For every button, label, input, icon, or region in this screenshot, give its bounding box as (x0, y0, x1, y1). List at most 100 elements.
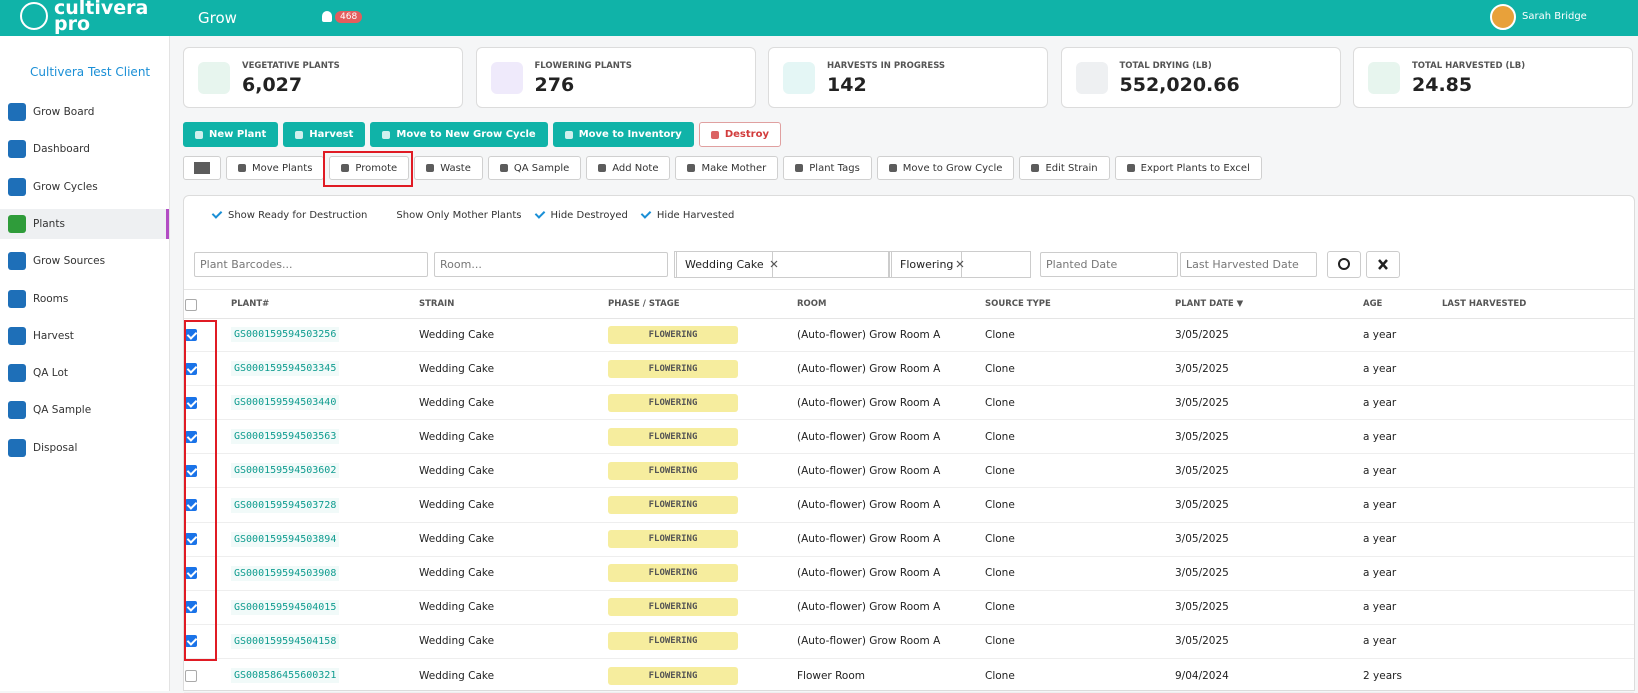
bell-icon[interactable] (322, 11, 332, 22)
plant-date: 3/05/2025 (1175, 464, 1229, 477)
nav-item[interactable]: Disposal (0, 433, 169, 463)
stat-value: 24.85 (1412, 74, 1473, 96)
notification-badge[interactable]: 468 (335, 11, 363, 23)
tag-remove[interactable] (770, 258, 778, 268)
column-header[interactable]: PHASE / STAGE (608, 299, 680, 309)
tag-remove[interactable] (956, 258, 964, 268)
button-label: Edit Strain (1045, 162, 1098, 174)
clear-button[interactable] (1366, 251, 1400, 278)
nav-item[interactable]: QA Sample (0, 395, 169, 425)
checkbox[interactable] (534, 209, 546, 221)
clear-icon (1378, 259, 1388, 270)
filter-label: Hide Harvested (656, 209, 735, 221)
action-button[interactable]: Harvest (283, 122, 366, 147)
planted-date[interactable]: Planted Date (1040, 252, 1178, 277)
plant-id[interactable]: GS000159594503894 (231, 531, 340, 547)
column-header[interactable]: LAST HARVESTED (1442, 299, 1527, 309)
action-button[interactable]: Plant Tags (783, 156, 872, 180)
filter-checkbox[interactable]: Show Only Mother Plants (379, 209, 521, 221)
column-header[interactable]: ROOM (797, 299, 827, 309)
plant-id[interactable]: GS000159594503908 (231, 565, 340, 581)
room-search[interactable]: Room... (434, 252, 668, 277)
filter-checkbox[interactable]: Hide Harvested (640, 209, 734, 221)
action-button[interactable]: QA Sample (487, 156, 582, 180)
column-header[interactable]: AGE (1363, 299, 1383, 309)
nav-label: Plants (33, 217, 65, 230)
nav-item[interactable]: Dashboard (0, 134, 169, 164)
table-row: GS000159594504158 Wedding Cake FLOWERING (A… (184, 625, 1634, 659)
last-harvested-date[interactable]: Last Harvested Date (1180, 252, 1317, 277)
column-header[interactable]: PLANT DATE ▼ (1175, 299, 1244, 309)
table-row: GS008586455600321 Wedding Cake FLOWERING Fl… (184, 659, 1634, 693)
checkbox[interactable] (185, 669, 197, 682)
filter-checkbox[interactable]: Show Ready for Destruction (211, 209, 367, 221)
table-row: GS000159594503563 Wedding Cake FLOWERING (A… (184, 420, 1634, 455)
nav-item[interactable]: Plants (0, 208, 169, 239)
checkbox[interactable] (640, 209, 652, 221)
nav-item[interactable]: Rooms (0, 284, 169, 314)
stat-label: TOTAL HARVESTED (LB) (1412, 61, 1526, 71)
stat-label: VEGETATIVE PLANTS (242, 61, 340, 71)
nav-label: Harvest (33, 329, 74, 342)
search-button[interactable] (1327, 251, 1361, 278)
filter-checkbox[interactable]: Hide Destroyed (534, 209, 628, 221)
action-button[interactable]: Add Note (586, 156, 671, 180)
nav-item[interactable]: Grow Sources (0, 246, 169, 276)
action-button[interactable]: New Plant (183, 122, 279, 147)
source-type: Clone (985, 669, 1015, 682)
checkbox[interactable] (211, 209, 223, 221)
stat-label: FLOWERING PLANTS (534, 61, 632, 71)
action-button[interactable]: Move to New Grow Cycle (370, 122, 548, 147)
strain-tag[interactable]: Wedding Cake (676, 251, 773, 278)
plant-id[interactable]: GS000159594504015 (231, 599, 340, 615)
action-button[interactable]: Promote (329, 156, 410, 180)
plant-id[interactable]: GS000159594503440 (231, 395, 340, 411)
plant-id[interactable]: GS000159594503728 (231, 497, 340, 513)
barcode-search[interactable]: Plant Barcodes... (194, 252, 428, 277)
nav-item[interactable]: Grow Board (0, 97, 169, 127)
button-icon (687, 164, 696, 172)
plant-id[interactable]: GS000159594503345 (231, 361, 340, 377)
checkbox[interactable] (379, 209, 391, 221)
plant-date: 3/05/2025 (1175, 635, 1229, 648)
plant-id[interactable]: GS000159594503563 (231, 429, 340, 445)
nav-icon (8, 289, 26, 308)
plant-id[interactable]: GS000159594503602 (231, 463, 340, 479)
action-button[interactable]: Move to Inventory (552, 122, 694, 147)
source-type: Clone (985, 396, 1015, 409)
plant-id[interactable]: GS000159594503256 (231, 327, 340, 343)
module-menu[interactable]: Grow (198, 9, 237, 27)
action-button[interactable]: Export Plants to Excel (1114, 156, 1262, 180)
barcode-button[interactable] (183, 156, 221, 180)
action-button[interactable]: Edit Strain (1019, 156, 1110, 180)
action-button[interactable]: Move Plants (226, 156, 325, 180)
nav-item[interactable]: Harvest (0, 321, 169, 351)
user-menu[interactable]: Sarah Bridge (1522, 11, 1587, 22)
button-icon (426, 164, 435, 172)
nav-item[interactable]: Grow Cycles (0, 172, 169, 202)
phase-tag[interactable]: Flowering (891, 251, 963, 278)
room: (Auto-flower) Grow Room A (797, 533, 941, 546)
plant-id[interactable]: GS008586455600321 (231, 668, 340, 684)
filter-label: Show Ready for Destruction (228, 209, 368, 221)
column-header[interactable]: STRAIN (419, 299, 455, 309)
avatar[interactable] (1490, 4, 1516, 30)
sidebar: Cultivera Test Client Grow Board Dashboar… (0, 36, 170, 691)
nav-item[interactable]: QA Lot (0, 358, 169, 388)
secondary-actions: Move Plants Promote Waste QA Sample Add Note… (183, 156, 1267, 180)
age: a year (1363, 499, 1397, 512)
action-button[interactable]: Destroy (698, 122, 781, 147)
action-button[interactable]: Move to Grow Cycle (876, 156, 1015, 180)
strain: Wedding Cake (419, 430, 495, 443)
plant-id[interactable]: GS000159594504158 (231, 633, 340, 649)
button-icon (598, 164, 607, 172)
column-header[interactable]: SOURCE TYPE (985, 299, 1051, 309)
strain: Wedding Cake (419, 328, 495, 341)
button-label: Export Plants to Excel (1140, 162, 1250, 174)
plant-date: 3/05/2025 (1175, 499, 1229, 512)
client-select[interactable]: Cultivera Test Client (30, 65, 151, 79)
action-button[interactable]: Make Mother (675, 156, 779, 180)
column-header[interactable]: PLANT# (231, 299, 270, 309)
action-button[interactable]: Waste (414, 156, 483, 180)
checkbox[interactable] (185, 298, 197, 311)
